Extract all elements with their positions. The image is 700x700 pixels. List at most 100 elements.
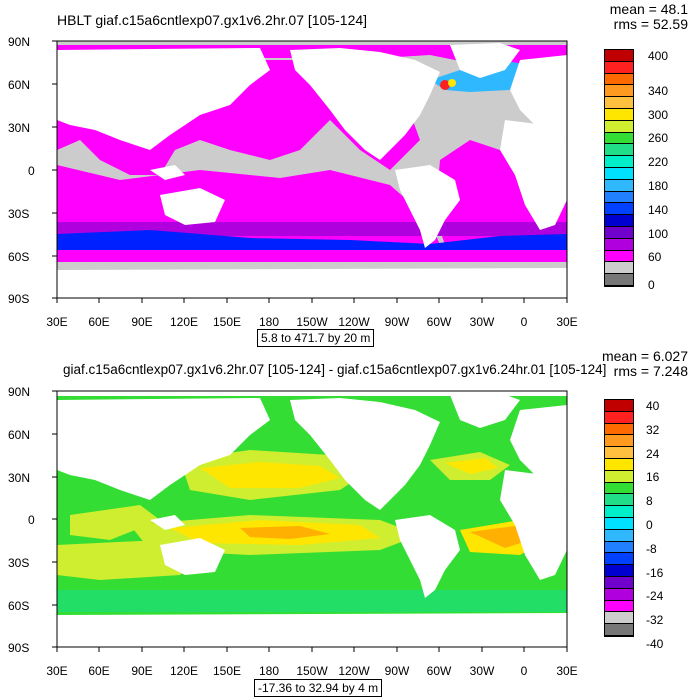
panel1-lat-label: 0 — [28, 164, 35, 178]
panel2-cb-label: 8 — [646, 494, 653, 509]
panel2-lon-label: 150W — [296, 664, 328, 678]
panel1-lat-label: 90N — [8, 35, 30, 49]
panel1-cb-label: 340 — [648, 83, 669, 98]
panel1-cb-label: 300 — [648, 107, 669, 122]
panel1-cb-label: 60 — [648, 250, 662, 265]
panel1-lon-label: 90E — [131, 315, 152, 329]
panel2-natl-yellow — [445, 458, 498, 474]
panel2-map: 90N 60N 30N 0 30S 60S 90S 30E 60E 90E 12… — [8, 385, 578, 678]
colorbar-swatch — [605, 191, 633, 204]
panel2-rms: rms = 7.248 — [613, 363, 688, 379]
panel2-eq-orange — [240, 526, 330, 539]
panel1-lon-label: 0 — [521, 315, 528, 329]
panel2-colorbar — [604, 399, 634, 637]
colorbar-swatch — [605, 108, 633, 121]
colorbar-swatch — [605, 85, 633, 98]
panel2-lon-axis: 30E 60E 90E 120E 150E 180 150W 120W 90W … — [46, 647, 578, 678]
panel2-stats: mean = 6.027 rms = 7.248 — [602, 349, 688, 379]
colorbar-swatch — [605, 132, 633, 145]
panel1-range-label: 5.8 to 471.7 by 20 m — [257, 329, 375, 347]
colorbar-swatch — [605, 494, 633, 507]
panel2-so-band — [57, 590, 567, 612]
colorbar-swatch — [605, 482, 633, 495]
colorbar-swatch — [605, 435, 633, 448]
panel1-lon-label: 150W — [296, 315, 328, 329]
panel1-mean: mean = 48.1 — [609, 1, 688, 17]
colorbar-swatch — [605, 529, 633, 542]
panel1-lon-label: 90W — [385, 315, 410, 329]
panel1-labrador-yellow — [448, 79, 456, 87]
panel2-colorbar-labels: 40 32 24 16 8 0 -8 -16 -24 -32 -40 — [646, 395, 663, 657]
panel2-lat-label: 60N — [8, 428, 30, 442]
panel2-lon-label: 90E — [131, 664, 152, 678]
panel2-lat-label: 30S — [8, 556, 29, 570]
panel1-map: 90N 60N 30N 0 30S 60S 90S 30E 60E 90E 12… — [8, 35, 578, 329]
panel1-lat-label: 60N — [8, 78, 30, 92]
colorbar-swatch — [605, 506, 633, 518]
panel1-lon-label: 30W — [470, 315, 495, 329]
panel1-stats: mean = 48.1 rms = 52.59 — [610, 2, 688, 32]
panel1-land — [57, 43, 567, 298]
panel1-lat-label: 30S — [8, 207, 29, 221]
colorbar-swatch — [605, 411, 633, 424]
panel2-indian-lime — [70, 505, 160, 540]
panel2-cb-label: -16 — [646, 565, 664, 580]
panel2-cb-label: -8 — [646, 541, 657, 556]
panel1-lat-label: 60S — [8, 250, 29, 264]
panel1-lon-label: 150E — [213, 315, 241, 329]
colorbar-swatch — [605, 144, 633, 157]
panel2-lon-label: 60E — [88, 664, 109, 678]
colorbar-swatch — [605, 156, 633, 168]
colorbar-swatch — [605, 203, 633, 216]
colorbar-swatch — [605, 588, 633, 601]
panel2-cb-label: -24 — [646, 589, 664, 604]
panel2-mean: mean = 6.027 — [601, 348, 688, 364]
panel1-lat-label: 30N — [8, 121, 30, 135]
panel2-lon-label: 120W — [338, 664, 370, 678]
colorbar-swatch — [605, 447, 633, 459]
colorbar-swatch — [605, 612, 633, 625]
panel1-colorbar — [604, 49, 634, 287]
colorbar-swatch — [605, 262, 633, 275]
panel1-lon-label: 30E — [46, 315, 67, 329]
panel1-cb-label: 140 — [648, 202, 669, 217]
panel2-title: giaf.c15a6cntlexp07.gx1v6.2hr.07 [105-12… — [63, 362, 607, 377]
panel2-cb-label: 24 — [646, 446, 660, 461]
panel1-title: HBLT giaf.c15a6cntlexp07.gx1v6.2hr.07 [1… — [57, 12, 368, 28]
panel1-cb-label: 100 — [648, 226, 669, 241]
panel2-lon-label: 30W — [470, 664, 495, 678]
panel2-lon-label: 0 — [521, 664, 528, 678]
colorbar-swatch — [605, 458, 633, 471]
panel1-lon-label: 120E — [170, 315, 198, 329]
panel1-lat-axis: 90N 60N 30N 0 30S 60S 90S — [8, 35, 57, 306]
panel1-cb-label: 220 — [648, 155, 669, 170]
colorbar-swatch — [605, 553, 633, 566]
panel2-lat-label: 60S — [8, 599, 29, 613]
panel1-so-magenta — [57, 250, 567, 262]
panel1-lon-label: 60E — [88, 315, 109, 329]
panel2-cb-label: 16 — [646, 470, 660, 485]
colorbar-swatch — [605, 470, 633, 483]
colorbar-swatch — [605, 600, 633, 613]
colorbar-swatch — [605, 73, 633, 86]
panel1-cb-label: 0 — [648, 278, 655, 293]
panel2-cb-label: -40 — [646, 636, 664, 651]
colorbar-swatch — [605, 274, 633, 286]
panel1-lon-axis: 30E 60E 90E 120E 150E 180 150W 120W 90W … — [46, 298, 578, 329]
colorbar-swatch — [605, 576, 633, 589]
panel1-labrador-hotspot — [440, 80, 450, 90]
panel2-lat-axis: 90N 60N 30N 0 30S 60S 90S — [8, 385, 57, 655]
colorbar-swatch — [605, 517, 633, 530]
panel2-lat-label: 90N — [8, 385, 30, 399]
colorbar-swatch — [605, 250, 633, 263]
colorbar-swatch — [605, 215, 633, 227]
panel2-lon-label: 150E — [213, 664, 241, 678]
panel2-lon-label: 30E — [556, 664, 577, 678]
colorbar-swatch — [605, 50, 633, 62]
colorbar-swatch — [605, 541, 633, 554]
panel2-land — [57, 391, 567, 647]
panel2-lon-label: 180 — [259, 664, 279, 678]
colorbar-swatch — [605, 400, 633, 412]
panel1-lon-label: 180 — [259, 315, 279, 329]
panel2-lon-label: 30E — [46, 664, 67, 678]
